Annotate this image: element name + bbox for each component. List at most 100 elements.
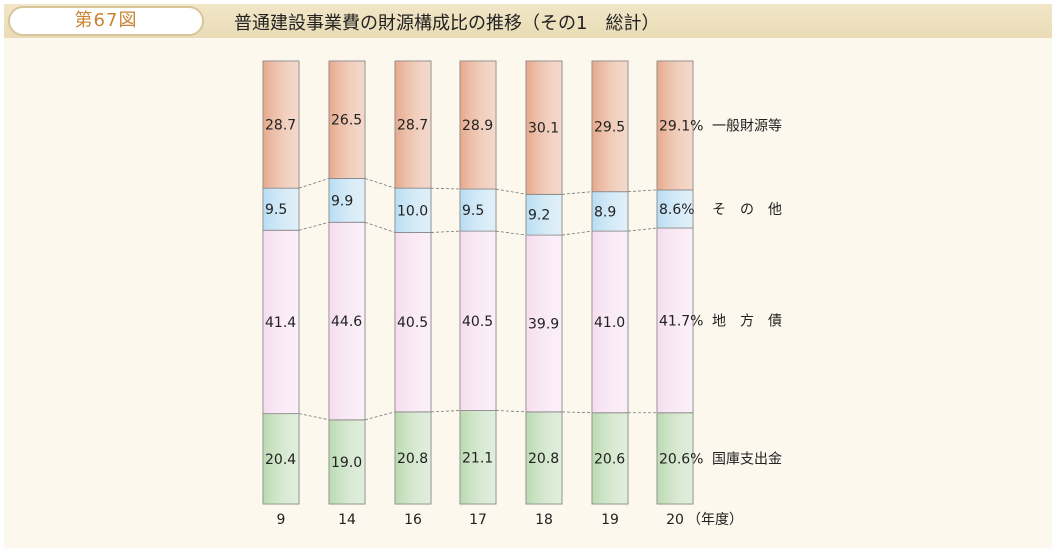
- data-label-other-19: 8.9: [594, 204, 616, 220]
- data-label-national-subsidy-20: 20.6%: [659, 451, 703, 467]
- bar-segment-shade: [657, 228, 693, 413]
- bar-segment-shade: [592, 191, 628, 232]
- x-axis-unit: （年度）: [687, 512, 743, 528]
- x-tick-label-20: 20: [666, 512, 684, 528]
- connector-line: [364, 221, 396, 233]
- data-label-other-9: 9.5: [265, 202, 287, 218]
- bar-segment-shade: [263, 188, 299, 231]
- data-label-local-bonds-16: 40.5: [397, 315, 428, 331]
- data-label-national-subsidy-14: 19.0: [331, 455, 362, 471]
- bar-segment-shade: [460, 189, 496, 232]
- bar-segment-shade: [526, 194, 562, 236]
- bar-segment-shade: [460, 231, 496, 411]
- bar-segment-shade: [460, 61, 496, 190]
- data-label-general-revenue-19: 29.5: [594, 119, 625, 135]
- bar-segment-shade: [263, 230, 299, 414]
- data-label-national-subsidy-16: 20.8: [397, 451, 428, 467]
- data-label-general-revenue-18: 30.1: [528, 121, 559, 137]
- data-label-local-bonds-20: 41.7%: [659, 313, 703, 329]
- x-tick-label-9: 9: [277, 512, 286, 528]
- data-label-local-bonds-19: 41.0: [594, 315, 625, 331]
- bar-segment-shade: [329, 178, 365, 223]
- bar-segment-shade: [460, 410, 496, 504]
- bar-segment-shade: [263, 61, 299, 189]
- bar-segment-shade: [526, 411, 562, 504]
- x-tick-label-17: 17: [469, 512, 487, 528]
- series-label-general-revenue: 一般財源等: [712, 117, 782, 134]
- connector-lines: [298, 178, 658, 421]
- data-label-other-17: 9.5: [462, 203, 484, 219]
- bar-segment-outline: [459, 60, 497, 190]
- connector-line: [627, 189, 658, 193]
- connector-line: [430, 187, 461, 190]
- x-tick-label-16: 16: [404, 512, 422, 528]
- bar-segment-shade: [395, 232, 431, 412]
- connector-line: [495, 230, 527, 236]
- x-axis-labels: 9 14 16 17 18 19 20 （年度）: [277, 512, 743, 528]
- connector-line: [561, 191, 593, 195]
- connector-line: [561, 411, 593, 414]
- data-label-local-bonds-9: 41.4: [265, 315, 296, 331]
- connector-line: [298, 221, 330, 231]
- connector-line: [298, 413, 330, 421]
- bar-segment-outline: [591, 60, 629, 193]
- data-label-local-bonds-17: 40.5: [462, 314, 493, 330]
- data-label-local-bonds-14: 44.6: [331, 314, 362, 330]
- connector-line: [430, 410, 461, 413]
- data-label-local-bonds-18: 39.9: [528, 316, 559, 332]
- data-label-general-revenue-9: 28.7: [265, 118, 296, 134]
- bar-segment-shade: [592, 412, 628, 504]
- figure-number: 第67図: [74, 10, 138, 31]
- figure-number-tab: 第67図: [8, 6, 204, 36]
- figure-title: 普通建設事業費の財源構成比の推移（その1 総計）: [234, 13, 660, 34]
- bar-segment-shade: [395, 61, 431, 189]
- figure-header: 第67図 普通建設事業費の財源構成比の推移（その1 総計）: [4, 4, 1052, 38]
- x-tick-label-19: 19: [601, 512, 619, 528]
- bar-segment-outline: [328, 60, 366, 179]
- bar-segment-shade: [395, 188, 431, 233]
- bar-segment-shade: [657, 189, 693, 229]
- data-label-general-revenue-17: 28.9: [462, 118, 493, 134]
- connector-line: [364, 178, 396, 189]
- data-label-other-20: 8.6%: [659, 202, 695, 218]
- bar-segment-shade: [526, 61, 562, 195]
- series-labels: 国庫支出金 地 方 債 そ の 他 一般財源等: [712, 117, 782, 467]
- data-label-other-18: 9.2: [528, 208, 550, 224]
- bar-segment-shade: [263, 413, 299, 504]
- bar-segment-shade: [592, 61, 628, 192]
- bar-segment-shade: [657, 412, 693, 504]
- data-label-general-revenue-14: 26.5: [331, 113, 362, 129]
- bar-segment-shade: [329, 419, 365, 504]
- bar-segment-outline: [525, 60, 563, 195]
- connector-line: [495, 188, 527, 195]
- series-label-other: そ の 他: [712, 202, 782, 218]
- x-tick-label-14: 14: [338, 512, 356, 528]
- bar-segment-shade: [526, 235, 562, 412]
- bar-segment-shade: [657, 61, 693, 190]
- data-label-general-revenue-16: 28.7: [397, 118, 428, 134]
- bar-segment-shade: [395, 411, 431, 504]
- data-label-other-16: 10.0: [397, 203, 428, 219]
- data-label-national-subsidy-18: 20.8: [528, 451, 559, 467]
- series-label-national-subsidy: 国庫支出金: [712, 450, 782, 467]
- data-label-national-subsidy-9: 20.4: [265, 452, 296, 468]
- x-tick-label-18: 18: [535, 512, 553, 528]
- connector-line: [495, 410, 527, 413]
- series-label-local-bonds: 地 方 債: [712, 313, 782, 329]
- bars: 20.4 41.4 9.5 28.7 19.0 44.6 9.9 26.5 20.8 40.5 10…: [262, 60, 703, 505]
- bar-segment-outline: [262, 60, 300, 189]
- bar-segment-outline: [656, 60, 694, 191]
- connector-line: [364, 411, 396, 421]
- data-label-general-revenue-20: 29.1%: [659, 118, 703, 134]
- connector-line: [627, 227, 658, 232]
- bar-segment-shade: [329, 222, 365, 420]
- data-label-national-subsidy-17: 21.1: [462, 450, 493, 466]
- connector-line: [298, 178, 330, 189]
- connector-line: [561, 230, 593, 236]
- bar-segment-outline: [394, 60, 432, 189]
- data-label-other-14: 9.9: [331, 193, 353, 209]
- bar-segment-shade: [592, 231, 628, 413]
- data-label-national-subsidy-19: 20.6: [594, 451, 625, 467]
- bar-segment-shade: [329, 61, 365, 179]
